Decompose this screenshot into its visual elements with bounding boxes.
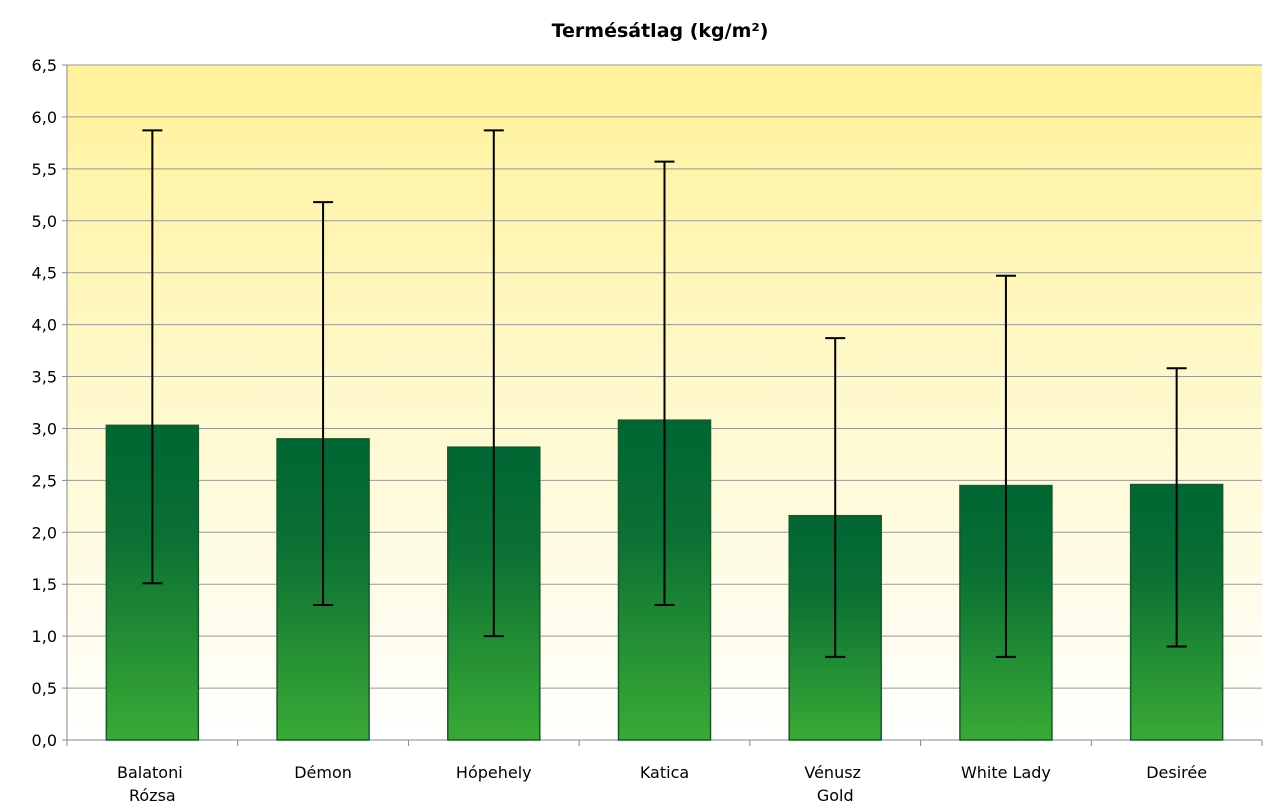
y-tick-label: 2,0	[32, 523, 57, 542]
y-tick-label: 5,0	[32, 212, 57, 231]
y-tick-label: 3,0	[32, 419, 57, 438]
y-tick-label: 5,5	[32, 160, 57, 179]
x-tick-label: Démon	[294, 763, 352, 782]
x-tick-label: Vénusz Gold	[804, 763, 866, 805]
y-tick-label: 0,5	[32, 679, 57, 698]
y-tick-label: 0,0	[32, 731, 57, 750]
y-tick-label: 3,5	[32, 368, 57, 387]
x-tick-label: White Lady	[961, 763, 1051, 782]
x-tick-label: Balatoni Rózsa	[117, 763, 188, 805]
y-tick-label: 1,5	[32, 575, 57, 594]
y-tick-label: 1,0	[32, 627, 57, 646]
y-tick-label: 2,5	[32, 471, 57, 490]
y-tick-label: 6,5	[32, 56, 57, 75]
y-tick-label: 4,0	[32, 316, 57, 335]
x-tick-label: Desirée	[1146, 763, 1207, 782]
y-tick-label: 6,0	[32, 108, 57, 127]
x-tick-label: Katica	[640, 763, 689, 782]
chart-title: Termésátlag (kg/m²)	[552, 20, 769, 42]
y-tick-label: 4,5	[32, 264, 57, 283]
x-tick-label: Hópehely	[456, 763, 532, 782]
